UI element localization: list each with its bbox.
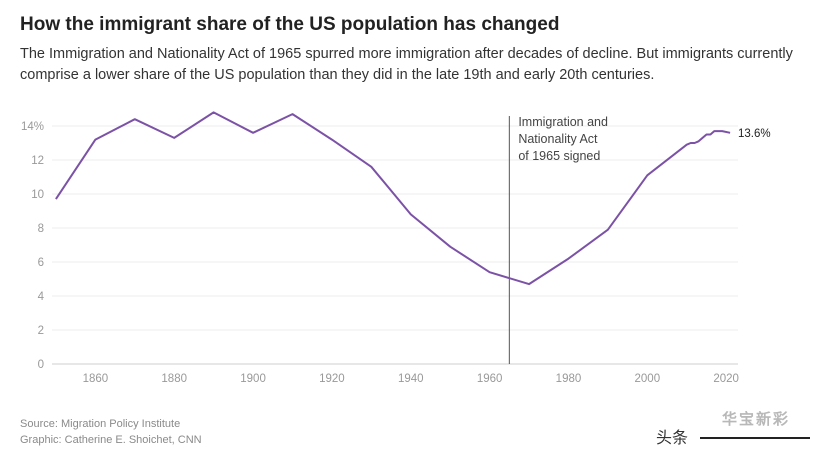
x-tick-label: 2000 xyxy=(635,373,661,385)
chart-title: How the immigrant share of the US popula… xyxy=(20,14,560,35)
y-tick-label: 0 xyxy=(38,359,44,371)
series xyxy=(55,111,731,286)
watermark-left: 头条 xyxy=(656,430,689,447)
y-tick-label: 14% xyxy=(21,121,44,133)
y-axis-ticks: 0 2 4 6 8 10 12 14% xyxy=(21,121,45,371)
act-1965-annotation-text: of 1965 signed xyxy=(518,149,600,163)
y-tick-label: 10 xyxy=(31,189,44,201)
x-tick-label: 1980 xyxy=(556,373,582,385)
series-line xyxy=(55,111,731,286)
source-note: Source: Migration Policy Institute xyxy=(20,418,181,430)
y-tick-label: 4 xyxy=(38,291,45,303)
watermark-rule xyxy=(700,437,810,439)
x-tick-label: 1920 xyxy=(319,373,345,385)
act-1965-annotation-text: Nationality Act xyxy=(518,132,598,146)
act-1965-annotation-text: Immigration and xyxy=(518,115,608,129)
y-tick-label: 12 xyxy=(31,155,44,167)
y-tick-label: 8 xyxy=(38,223,44,235)
graphic-credit: Graphic: Catherine E. Shoichet, CNN xyxy=(20,434,202,446)
watermark-right: 华宝新彩 xyxy=(722,410,791,428)
x-tick-label: 1860 xyxy=(83,373,109,385)
x-tick-label: 1880 xyxy=(161,373,187,385)
y-tick-label: 6 xyxy=(38,257,44,269)
x-tick-label: 1940 xyxy=(398,373,424,385)
x-tick-label: 2020 xyxy=(713,373,739,385)
chart-subtitle: The Immigration and Nationality Act of 1… xyxy=(20,46,793,83)
x-tick-label: 1900 xyxy=(240,373,266,385)
gridlines xyxy=(52,125,738,365)
end-value-label: 13.6% xyxy=(738,128,771,140)
y-tick-label: 2 xyxy=(38,325,44,337)
x-axis-ticks: 1860 1880 1900 1920 1940 1960 1980 2000 2020 xyxy=(83,373,739,385)
annotations: Immigration and Nationality Act of 1965 si… xyxy=(508,115,771,364)
x-tick-label: 1960 xyxy=(477,373,503,385)
